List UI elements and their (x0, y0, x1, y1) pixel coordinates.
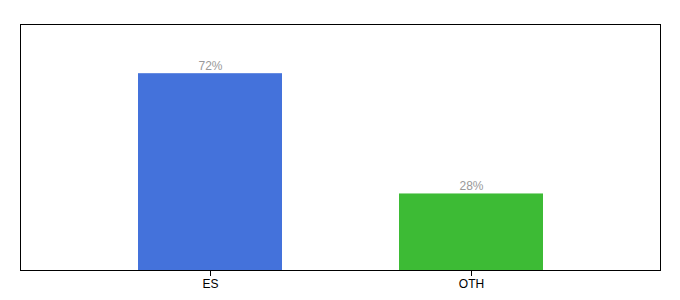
svg-text:28%: 28% (459, 179, 483, 193)
svg-text:ES: ES (202, 277, 218, 291)
svg-text:OTH: OTH (459, 277, 484, 291)
svg-text:72%: 72% (198, 59, 222, 73)
